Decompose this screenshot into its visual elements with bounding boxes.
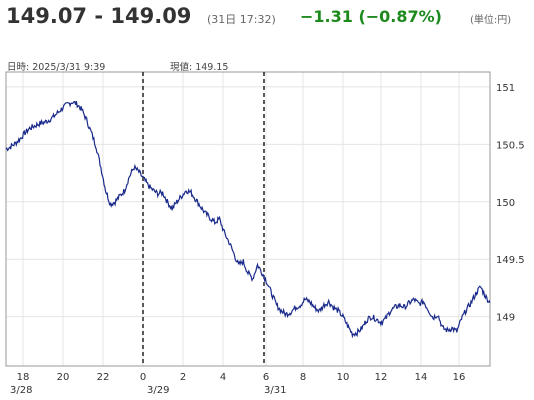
session-dividers bbox=[142, 72, 265, 366]
x-tick-label: 2 bbox=[180, 372, 186, 383]
y-tick-label: 150.5 bbox=[496, 140, 525, 151]
y-tick-label: 149 bbox=[496, 313, 515, 324]
chart-grid bbox=[6, 72, 490, 366]
x-tick-label: 0 bbox=[140, 372, 146, 383]
price-change: −1.31 (−0.87%) bbox=[300, 7, 442, 26]
date-label: 3/28 bbox=[10, 385, 32, 396]
x-axis-ticks: 18 20 22 0 2 4 6 8 10 12 14 16 bbox=[17, 372, 466, 383]
x-tick-label: 4 bbox=[220, 372, 226, 383]
unit-label: (単位:円) bbox=[470, 15, 512, 26]
x-tick-label: 22 bbox=[97, 372, 110, 383]
x-tick-label: 12 bbox=[375, 372, 388, 383]
plot-frame bbox=[5, 71, 491, 367]
x-tick-label: 6 bbox=[263, 372, 269, 383]
price-series-line bbox=[5, 101, 491, 339]
quote-header: 149.07 - 149.09 (31日 17:32) −1.31 (−0.87… bbox=[0, 0, 534, 40]
y-tick-label: 150 bbox=[496, 198, 515, 209]
x-tick-label: 16 bbox=[453, 372, 466, 383]
bid-ask-price: 149.07 - 149.09 bbox=[6, 4, 192, 28]
x-tick-label: 18 bbox=[17, 372, 30, 383]
y-tick-label: 149.5 bbox=[496, 255, 525, 266]
x-tick-label: 20 bbox=[57, 372, 70, 383]
y-axis-ticks: 151 150.5 150 149.5 149 bbox=[496, 83, 525, 324]
cursor-datetime: 日時: 2025/3/31 9:39 bbox=[7, 62, 106, 73]
date-labels: 3/28 3/29 3/31 bbox=[10, 385, 286, 396]
y-tick-label: 151 bbox=[496, 83, 515, 94]
x-tick-label: 14 bbox=[415, 372, 428, 383]
cursor-current-price: 現値: 149.15 bbox=[170, 62, 229, 73]
quote-timestamp: (31日 17:32) bbox=[207, 13, 276, 26]
x-tick-label: 8 bbox=[300, 372, 306, 383]
date-label: 3/29 bbox=[147, 385, 169, 396]
x-tick-label: 10 bbox=[337, 372, 350, 383]
date-label: 3/31 bbox=[264, 385, 286, 396]
